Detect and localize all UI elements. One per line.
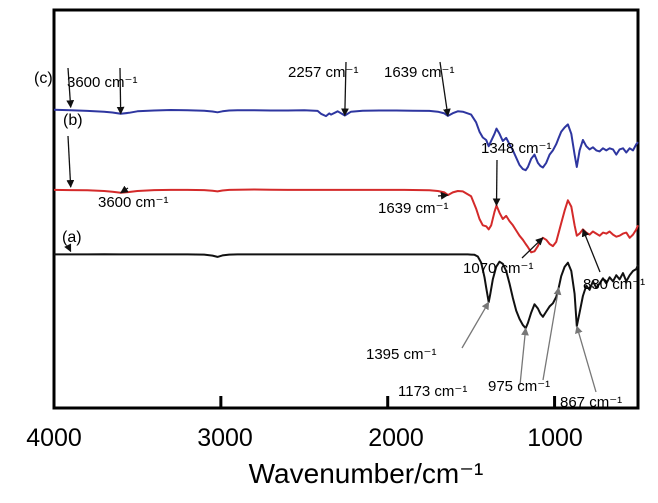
annotation-b-1070: 1070 cm⁻¹	[463, 260, 533, 277]
annotation-arrow-1639	[439, 61, 451, 117]
annotation-arrow-830	[581, 228, 601, 273]
annotation-arrows	[64, 61, 601, 393]
x-axis-ticks	[219, 396, 557, 408]
series-label-c: (c)	[34, 70, 53, 87]
annotation-arrow-1395	[461, 301, 490, 349]
annotation-arrow-1173	[519, 327, 529, 386]
annotation-arrow-975	[542, 286, 562, 381]
series-label-arrow-a	[64, 243, 72, 253]
x-tick-label-2000: 2000	[368, 424, 424, 452]
annotation-a-1173: 1173 cm⁻¹	[398, 383, 467, 400]
annotation-arrow-3600	[116, 67, 125, 115]
series-line-a	[54, 253, 639, 330]
series-label-arrow-b	[66, 135, 75, 188]
x-tick-label-1000: 1000	[527, 424, 583, 452]
annotation-c-2257: 2257 cm⁻¹	[288, 64, 358, 81]
annotation-a-975: 975 cm⁻¹	[488, 378, 550, 395]
annotation-c-1639: 1639 cm⁻¹	[384, 64, 454, 81]
annotation-arrow-1639	[437, 191, 449, 200]
annotation-b-3600: 3600 cm⁻¹	[98, 194, 168, 211]
series-line-b	[53, 188, 639, 254]
x-tick-label-4000: 4000	[26, 424, 82, 452]
annotation-arrow-3600	[120, 185, 129, 194]
series-line-c	[53, 108, 639, 172]
x-tick-label-3000: 3000	[197, 424, 253, 452]
annotation-arrow-1348	[492, 159, 501, 207]
annotation-arrow-867	[575, 325, 597, 393]
plot-frame	[52, 8, 640, 410]
annotation-b-830: 830 cm⁻¹	[583, 276, 645, 293]
annotation-a-867: 867 cm⁻¹	[560, 394, 622, 411]
series-label-a: (a)	[62, 229, 82, 246]
series-label-arrow-c	[66, 67, 75, 109]
annotation-a-1395: 1395 cm⁻¹	[366, 346, 436, 363]
annotation-b-1639: 1639 cm⁻¹	[378, 200, 448, 217]
series-label-b: (b)	[63, 112, 83, 129]
annotation-arrow-2257	[341, 61, 349, 117]
x-axis-title: Wavenumber/cm⁻¹	[249, 458, 484, 489]
annotation-arrow-1070	[521, 237, 544, 259]
annotation-c-3600: 3600 cm⁻¹	[67, 74, 137, 91]
annotation-b-1348: 1348 cm⁻¹	[481, 140, 551, 157]
series-layer	[53, 108, 639, 330]
